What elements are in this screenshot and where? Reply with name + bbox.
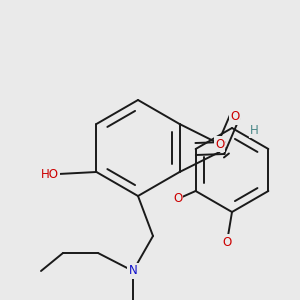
Text: HO: HO <box>40 167 58 181</box>
Text: O: O <box>230 110 239 124</box>
Text: N: N <box>129 265 137 278</box>
Text: O: O <box>222 236 232 248</box>
Text: O: O <box>173 193 182 206</box>
Text: O: O <box>215 137 224 151</box>
Text: H: H <box>250 124 259 136</box>
